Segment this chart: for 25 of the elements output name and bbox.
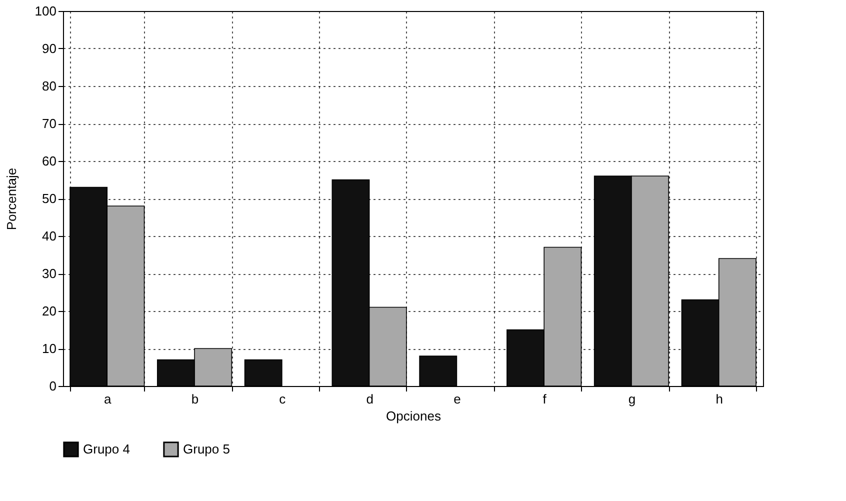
x-tick-label: f (542, 392, 547, 406)
legend-label: Grupo 5 (183, 441, 230, 456)
y-tick-label: 50 (42, 191, 56, 206)
x-tick-label: d (366, 392, 374, 406)
x-tick-label: g (628, 392, 636, 406)
x-tick-label: e (454, 392, 461, 406)
y-tick-label: 30 (42, 266, 56, 281)
y-axis-title: Porcentaje (4, 168, 19, 230)
legend-label: Grupo 4 (83, 441, 130, 456)
x-tick-label: h (716, 392, 723, 406)
bar (419, 356, 458, 386)
bar (244, 359, 282, 386)
x-tick-label: b (191, 392, 199, 406)
x-tick-label: c (279, 392, 286, 406)
x-axis-title: Opciones (386, 408, 442, 424)
y-tick-label: 80 (42, 78, 56, 94)
y-tick-label: 60 (42, 154, 56, 168)
y-tick-label: 70 (42, 116, 56, 131)
y-tick-label: 0 (49, 378, 56, 394)
y-tick-label: 100 (34, 4, 56, 18)
y-tick-label: 20 (42, 304, 56, 318)
y-tick-label: 40 (42, 228, 56, 244)
y-tick-label: 10 (42, 341, 56, 356)
y-tick-label: 90 (42, 41, 56, 56)
x-tick-label: a (104, 392, 112, 406)
